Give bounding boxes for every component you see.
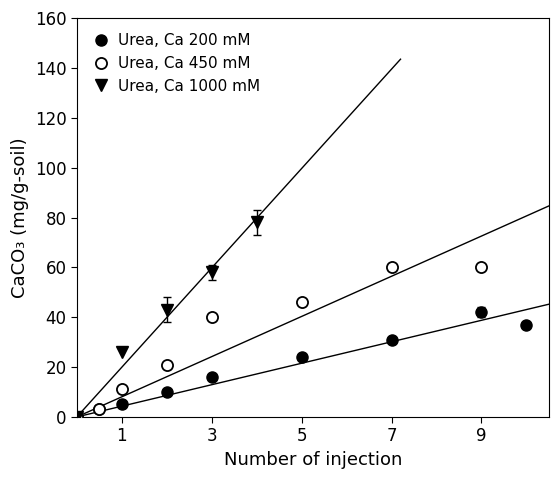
Urea, Ca 1000 mM [118, 349, 125, 355]
Urea, Ca 200 mM [118, 402, 125, 408]
X-axis label: Number of injection: Number of injection [223, 451, 402, 469]
Urea, Ca 200 mM [298, 354, 305, 360]
Urea, Ca 1000 mM [253, 220, 260, 226]
Urea, Ca 450 mM [96, 407, 102, 412]
Urea, Ca 1000 mM [208, 269, 215, 275]
Legend: Urea, Ca 200 mM, Urea, Ca 450 mM, Urea, Ca 1000 mM: Urea, Ca 200 mM, Urea, Ca 450 mM, Urea, … [85, 26, 268, 101]
Urea, Ca 450 mM [118, 386, 125, 392]
Line: Urea, Ca 1000 mM: Urea, Ca 1000 mM [71, 217, 262, 422]
Urea, Ca 450 mM [388, 264, 395, 270]
Urea, Ca 450 mM [73, 414, 80, 420]
Urea, Ca 200 mM [388, 337, 395, 343]
Line: Urea, Ca 200 mM: Urea, Ca 200 mM [71, 307, 532, 422]
Urea, Ca 200 mM [73, 414, 80, 420]
Y-axis label: CaCO₃ (mg/g-soil): CaCO₃ (mg/g-soil) [11, 137, 29, 298]
Urea, Ca 200 mM [96, 407, 102, 412]
Urea, Ca 200 mM [208, 374, 215, 380]
Line: Urea, Ca 450 mM: Urea, Ca 450 mM [71, 262, 487, 422]
Urea, Ca 450 mM [164, 362, 170, 368]
Urea, Ca 450 mM [208, 314, 215, 320]
Urea, Ca 1000 mM [164, 307, 170, 312]
Urea, Ca 1000 mM [73, 414, 80, 420]
Urea, Ca 200 mM [523, 322, 530, 327]
Urea, Ca 450 mM [478, 264, 485, 270]
Urea, Ca 450 mM [298, 300, 305, 305]
Urea, Ca 200 mM [164, 389, 170, 395]
Urea, Ca 200 mM [478, 309, 485, 315]
